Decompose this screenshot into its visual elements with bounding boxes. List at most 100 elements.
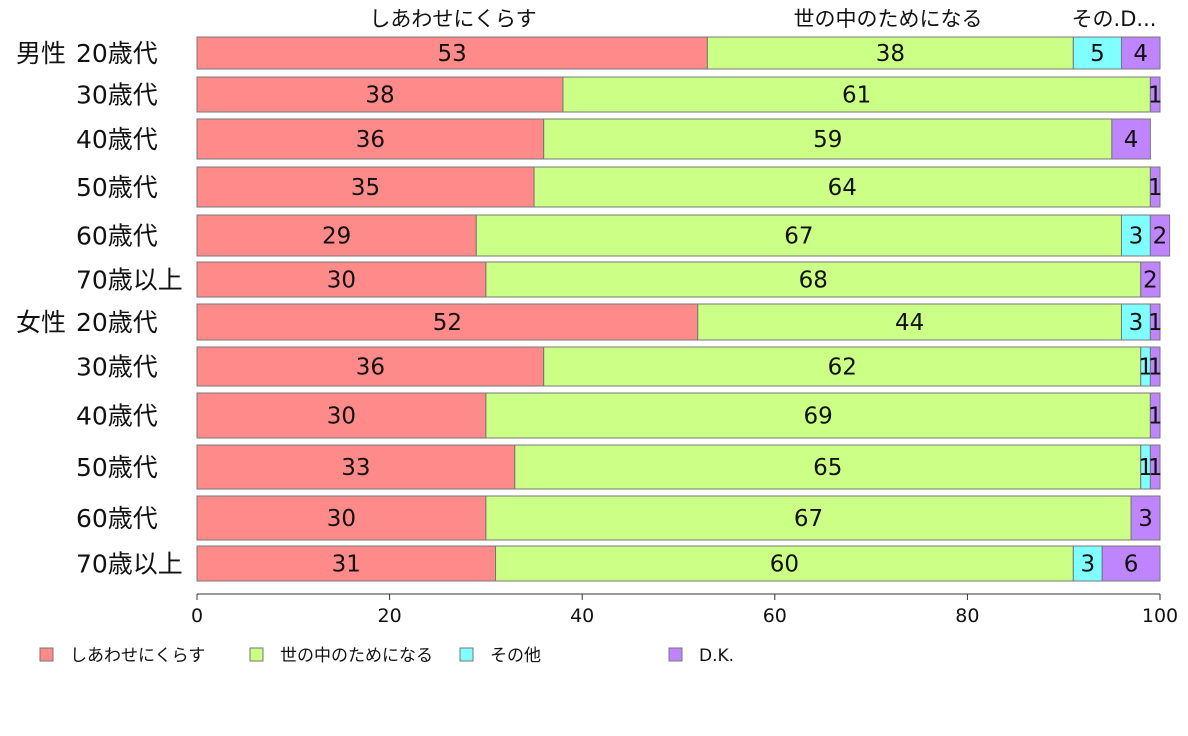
row-label: 60歳代 [76, 504, 158, 533]
bar-value-label: 38 [876, 41, 905, 67]
x-tick-label: 0 [191, 605, 203, 627]
bar-segment [1149, 303, 1161, 341]
group-label: 女性 [16, 308, 66, 337]
bar-segment [485, 392, 1151, 439]
bar-value-label: 59 [813, 127, 842, 153]
bar-value-label: 65 [813, 455, 842, 481]
bar-segment [196, 495, 487, 541]
bar-segment [196, 545, 497, 582]
bar-segment [1149, 214, 1171, 257]
bar-value-label: 36 [356, 127, 385, 153]
bar-value-label: 30 [327, 404, 356, 430]
bar-segment [196, 166, 535, 208]
bar-segment [543, 346, 1142, 387]
bar-value-label: 64 [828, 175, 857, 201]
bar-value-label: 44 [895, 310, 924, 336]
bar-segment [1120, 36, 1161, 70]
bar-segment [1149, 392, 1161, 439]
row-label: 30歳代 [76, 81, 158, 110]
bar-segment [196, 444, 516, 490]
bar-segment [1140, 261, 1161, 298]
row-label: 60歳代 [76, 222, 158, 251]
bar-value-label: 1 [1138, 355, 1153, 381]
bar-value-label: 3 [1129, 224, 1144, 250]
bar-value-label: 53 [438, 41, 467, 67]
bar-segment [196, 392, 487, 439]
x-tick-label: 80 [955, 605, 979, 627]
bar-value-label: 6 [1124, 552, 1139, 578]
top-series-label: その.D... [1072, 7, 1157, 31]
bar-value-label: 1 [1148, 355, 1163, 381]
row-label: 70歳以上 [76, 550, 183, 579]
bar-value-label: 1 [1148, 310, 1163, 336]
legend-entry: その他 [490, 646, 541, 666]
bar-value-label: 60 [770, 552, 799, 578]
bar-segment [485, 261, 1142, 298]
x-tick-label: 60 [763, 605, 787, 627]
bar-value-label: 30 [327, 506, 356, 532]
top-series-label: 世の中のためになる [794, 7, 983, 31]
bar-value-label: 29 [322, 224, 351, 250]
bar-segment [196, 214, 477, 257]
bar-value-label: 4 [1124, 127, 1139, 153]
bar-segment [196, 76, 564, 113]
bar-segment [1101, 545, 1161, 582]
bar-segment [533, 166, 1151, 208]
bar-value-label: 2 [1153, 224, 1168, 250]
bar-value-label: 1 [1148, 455, 1163, 481]
bar-segment [495, 545, 1074, 582]
row-label: 50歳代 [76, 173, 158, 202]
legend-swatch [459, 647, 474, 662]
legend-entry: しあわせにくらす [70, 646, 205, 666]
bar-value-label: 2 [1143, 268, 1158, 294]
bar-segment [196, 303, 699, 341]
bar-value-label: 3 [1129, 310, 1144, 336]
bar-segment [1149, 444, 1161, 490]
bar-value-label: 67 [784, 224, 813, 250]
bar-value-label: 36 [356, 355, 385, 381]
bar-segment [1111, 118, 1151, 160]
bar-value-label: 68 [799, 268, 828, 294]
bar-segment [1149, 346, 1161, 387]
bar-value-label: 33 [341, 455, 370, 481]
bar-value-label: 67 [794, 506, 823, 532]
bar-value-label: 61 [842, 83, 871, 109]
row-label: 30歳代 [76, 353, 158, 382]
bar-segment [196, 261, 487, 298]
bar-value-label: 1 [1138, 455, 1153, 481]
bar-segment [485, 495, 1132, 541]
bar-segment [562, 76, 1151, 113]
bar-segment [196, 346, 545, 387]
bar-segment [1149, 76, 1161, 113]
legend-entry: 世の中のためになる [280, 646, 433, 666]
bar-segment [706, 36, 1074, 70]
bar-value-label: 30 [327, 268, 356, 294]
bar-value-label: 52 [433, 310, 462, 336]
bar-value-label: 1 [1148, 404, 1163, 430]
bar-segment [196, 36, 708, 70]
top-series-label: しあわせにくらす [369, 7, 536, 31]
legend-swatch [668, 647, 683, 662]
bar-value-label: 1 [1148, 83, 1163, 109]
bar-segment [1130, 495, 1161, 541]
x-tick-label: 20 [378, 605, 402, 627]
group-label: 男性 [16, 39, 66, 68]
legend-swatch [249, 647, 264, 662]
bar-value-label: 4 [1133, 41, 1148, 67]
row-label: 20歳代 [76, 308, 158, 337]
row-label: 70歳以上 [76, 266, 183, 295]
bar-segment [1072, 545, 1103, 582]
bar-segment [196, 118, 545, 160]
bar-value-label: 31 [332, 552, 361, 578]
bar-value-label: 35 [351, 175, 380, 201]
bar-segment [1072, 36, 1122, 70]
bar-segment [697, 303, 1122, 341]
row-label: 40歳代 [76, 125, 158, 154]
bar-value-label: 1 [1148, 175, 1163, 201]
bar-value-label: 5 [1090, 41, 1105, 67]
bar-value-label: 3 [1080, 552, 1095, 578]
bar-segment [1149, 166, 1161, 208]
row-label: 20歳代 [76, 39, 158, 68]
bar-segment [543, 118, 1113, 160]
row-label: 50歳代 [76, 453, 158, 482]
